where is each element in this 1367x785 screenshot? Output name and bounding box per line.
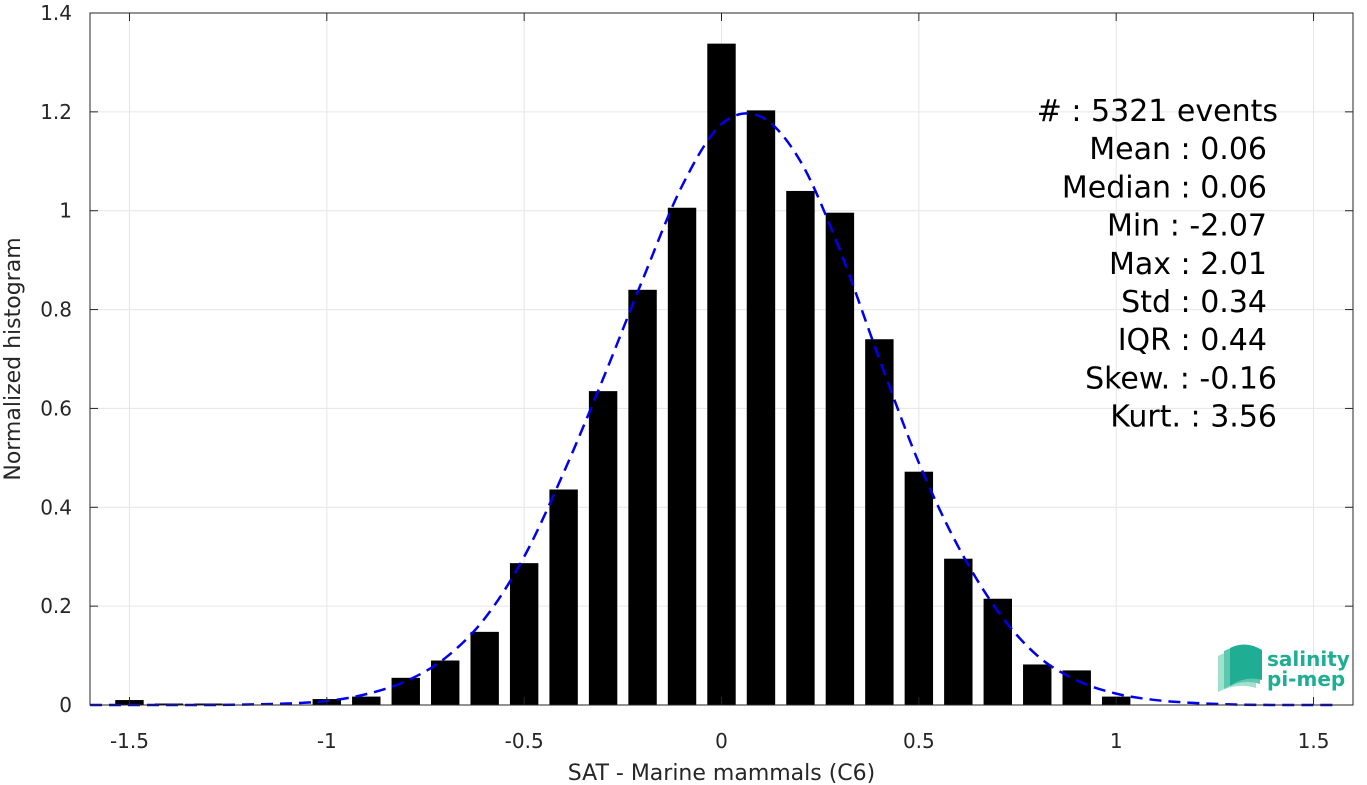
histogram-bar-21	[944, 558, 973, 705]
histogram-bar-6	[352, 696, 381, 705]
histogram-bar-11	[549, 489, 578, 705]
x-tick-label-2: -0.5	[505, 729, 544, 753]
logo-wave-icon	[1218, 644, 1262, 692]
fit-curve	[90, 112, 1334, 707]
histogram-bar-17	[786, 190, 815, 705]
x-tick-label-6: 1.5	[1298, 729, 1330, 753]
histogram-bar-20	[904, 471, 934, 705]
stats-line-1: Mean : 0.06	[1089, 132, 1267, 167]
logo-line2: pi-mep	[1267, 667, 1345, 691]
histogram-bars	[115, 43, 1131, 706]
histogram-bar-8	[431, 660, 460, 705]
stats-line-0: # : 5321 events	[1037, 94, 1278, 129]
histogram-bar-18	[825, 212, 855, 706]
y-tick-label-3: 0.6	[40, 396, 72, 420]
y-tick-label-6: 1.2	[40, 100, 72, 124]
histogram-bar-10	[509, 563, 539, 705]
y-axis-label: Normalized histogram	[1, 237, 26, 480]
x-axis-label: SAT - Marine mammals (C6)	[568, 761, 876, 785]
y-tick-label-0: 0	[59, 693, 72, 717]
x-tick-label-4: 0.5	[903, 729, 935, 753]
y-tick-label-2: 0.4	[40, 495, 72, 519]
x-tick-label-5: 1	[1110, 729, 1123, 753]
x-tick-label-0: -1.5	[110, 729, 149, 753]
histogram-bar-15	[707, 43, 736, 706]
stats-line-7: Skew. : -0.16	[1085, 361, 1277, 396]
histogram-bar-22	[983, 598, 1012, 705]
histogram-bar-12	[588, 391, 618, 705]
histogram-bar-23	[1023, 664, 1052, 705]
histogram-bar-7	[391, 677, 420, 705]
y-tick-label-5: 1	[59, 199, 72, 223]
stats-line-6: IQR : 0.44	[1118, 323, 1267, 358]
histogram-bar-16	[746, 110, 776, 706]
x-tick-label-1: -1	[317, 729, 337, 753]
y-tick-label-1: 0.2	[40, 594, 72, 618]
stats-line-8: Kurt. : 3.56	[1110, 400, 1277, 435]
salinity-pi-mep-logo: salinity pi-mep	[1218, 644, 1350, 692]
y-tick-label-7: 1.4	[40, 1, 72, 25]
stats-line-4: Max : 2.01	[1109, 247, 1267, 282]
x-tick-label-3: 0	[715, 729, 728, 753]
histogram-bar-13	[628, 289, 657, 705]
stats-line-2: Median : 0.06	[1062, 170, 1267, 205]
stats-line-3: Min : -2.07	[1107, 209, 1267, 244]
axis-ticks	[90, 12, 1353, 706]
y-tick-label-4: 0.8	[40, 298, 72, 322]
histogram-bar-9	[470, 631, 499, 705]
tick-labels: -1.5 -1 -0.5 0 0.5 1 1.5 0 0.2 0.4 0.6 0.8 1 1.2 1.4	[40, 1, 1329, 753]
logo-line1: salinity	[1267, 647, 1350, 671]
histogram-bar-14	[667, 207, 697, 705]
stats-line-5: Std : 0.34	[1121, 285, 1267, 320]
histogram-bar-19	[865, 339, 894, 705]
